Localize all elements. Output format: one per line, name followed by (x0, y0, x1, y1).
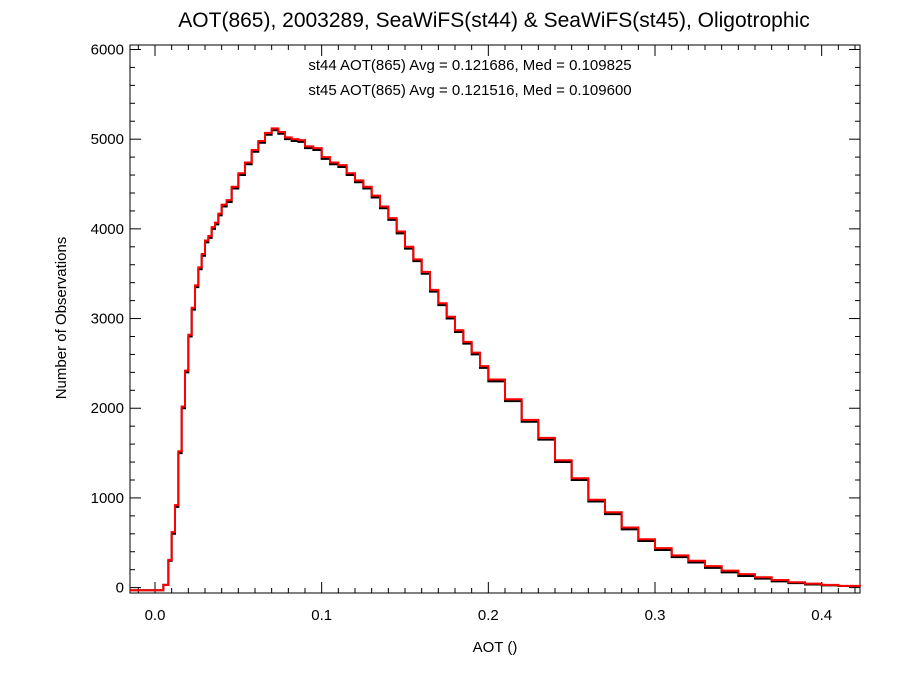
series-st44-line (130, 129, 861, 592)
y-tick-label: 6000 (91, 41, 124, 58)
x-axis-title: AOT () (473, 639, 518, 656)
plot-area (129, 44, 861, 594)
chart-title: AOT(865), 2003289, SeaWiFS(st44) & SeaWi… (178, 9, 809, 32)
series-group (130, 127, 861, 592)
x-tick-label: 0.2 (478, 607, 499, 624)
y-tick-label: 1000 (91, 490, 124, 507)
y-tick-label: 3000 (91, 311, 124, 328)
x-tick-label: 0.0 (145, 607, 166, 624)
tick-labels: 0.0 0.1 0.2 0.3 0.4 0 1000 2000 3000 4000 5000 6000 (91, 41, 832, 624)
x-tick-label: 0.4 (811, 607, 832, 624)
plot-frame (129, 44, 861, 594)
y-tick-label: 4000 (91, 221, 124, 238)
y-tick-label: 0 (116, 580, 124, 597)
annotation-st44: st44 AOT(865) Avg = 0.121686, Med = 0.10… (308, 57, 631, 74)
x-tick-label: 0.3 (645, 607, 666, 624)
series-st45-line (130, 127, 861, 592)
y-tick-label: 2000 (91, 400, 124, 417)
y-axis-title: Number of Observations (53, 237, 70, 400)
x-tick-label: 0.1 (311, 607, 332, 624)
annotation-st45: st45 AOT(865) Avg = 0.121516, Med = 0.10… (308, 82, 631, 99)
axis-ticks (130, 45, 860, 593)
y-tick-label: 5000 (91, 131, 124, 148)
